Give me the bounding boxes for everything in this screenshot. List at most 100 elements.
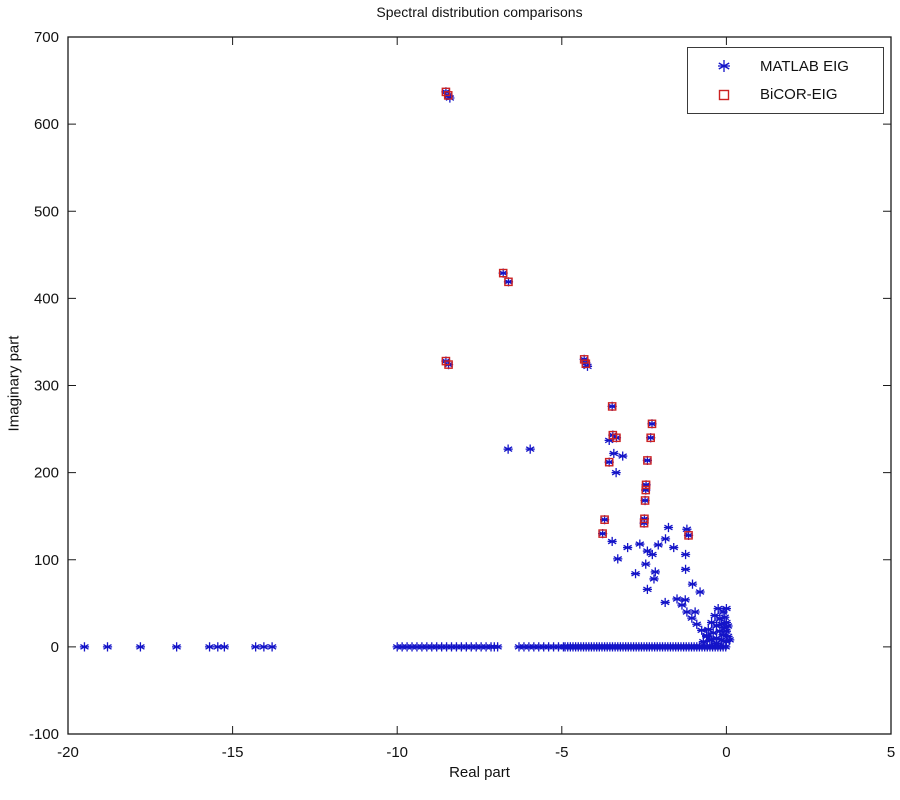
data-point xyxy=(604,457,614,467)
data-point xyxy=(607,402,617,411)
data-point xyxy=(680,564,691,574)
data-point xyxy=(721,603,731,614)
data-point xyxy=(456,642,466,652)
data-point xyxy=(466,642,476,652)
data-point xyxy=(444,360,453,369)
data-point xyxy=(716,635,727,645)
data-point xyxy=(639,518,649,528)
data-point xyxy=(437,642,447,652)
data-point xyxy=(476,642,486,652)
series-bicor-eig xyxy=(441,87,693,540)
data-point xyxy=(695,587,705,597)
data-point xyxy=(493,642,503,652)
data-point xyxy=(461,642,471,652)
data-point xyxy=(718,89,730,100)
x-tick-label: -15 xyxy=(222,744,244,761)
data-point xyxy=(498,268,508,278)
y-tick-label: 100 xyxy=(34,552,59,569)
series-matlab-eig xyxy=(79,87,735,652)
data-point xyxy=(718,607,728,617)
data-point xyxy=(514,642,524,652)
legend-item-bicor-eig: BiCOR-EIG xyxy=(688,81,883,109)
data-point xyxy=(604,435,614,445)
legend-label: BiCOR-EIG xyxy=(760,86,838,104)
data-point xyxy=(692,619,702,629)
data-point xyxy=(672,594,682,604)
data-point xyxy=(471,642,481,652)
data-point xyxy=(267,642,277,652)
data-point xyxy=(579,355,589,364)
data-point xyxy=(683,530,694,540)
data-point xyxy=(703,624,713,635)
data-point xyxy=(646,433,656,443)
data-point xyxy=(525,444,535,454)
data-point xyxy=(647,419,657,429)
data-point xyxy=(641,480,651,490)
x-tick-label: 5 xyxy=(887,744,895,761)
data-point xyxy=(639,518,649,528)
data-point xyxy=(422,642,432,652)
data-point xyxy=(715,614,725,624)
data-point xyxy=(725,635,735,645)
data-point xyxy=(600,515,609,524)
data-point xyxy=(710,610,720,621)
data-point xyxy=(445,93,455,103)
data-point xyxy=(582,361,593,371)
data-point xyxy=(702,630,712,641)
data-point xyxy=(612,433,621,443)
data-point xyxy=(579,354,589,364)
data-point xyxy=(427,642,437,652)
data-point xyxy=(604,457,614,467)
y-tick-label: -100 xyxy=(29,726,59,743)
data-point xyxy=(397,642,407,652)
data-point xyxy=(718,630,728,640)
data-point xyxy=(392,642,402,652)
data-point xyxy=(481,642,491,652)
data-point xyxy=(503,444,513,454)
y-tick-label: 0 xyxy=(51,639,59,656)
data-point xyxy=(640,495,650,506)
data-point xyxy=(642,584,652,594)
y-tick-label: 200 xyxy=(34,465,59,482)
data-point xyxy=(544,642,554,652)
data-point xyxy=(711,621,722,631)
data-point xyxy=(642,546,652,556)
data-point xyxy=(723,631,733,642)
data-point xyxy=(539,642,549,652)
legend-label: MATLAB EIG xyxy=(760,57,849,75)
chart-title: Spectral distribution comparisons xyxy=(376,4,583,20)
data-point xyxy=(716,619,727,629)
data-point xyxy=(641,485,651,495)
data-point xyxy=(498,268,508,278)
y-tick-label: 400 xyxy=(34,290,59,307)
data-point xyxy=(640,496,650,505)
data-point xyxy=(204,642,215,652)
data-point xyxy=(213,642,223,652)
data-point xyxy=(534,642,544,652)
x-tick-label: 0 xyxy=(722,744,730,761)
data-point xyxy=(711,633,722,643)
data-point xyxy=(677,600,687,610)
data-point xyxy=(618,451,628,461)
data-point xyxy=(680,595,690,605)
data-point xyxy=(647,419,657,429)
data-point xyxy=(598,529,608,539)
data-point xyxy=(698,637,708,647)
data-point xyxy=(643,456,652,465)
data-point xyxy=(721,626,731,636)
data-point xyxy=(641,559,651,569)
data-point xyxy=(609,448,619,459)
data-point xyxy=(524,642,534,652)
data-point xyxy=(660,534,671,544)
data-point xyxy=(607,536,617,547)
x-axis-label: Real part xyxy=(449,764,510,781)
data-point xyxy=(529,642,539,652)
data-point xyxy=(251,642,261,652)
data-point xyxy=(611,468,621,478)
data-point xyxy=(607,401,617,412)
data-point xyxy=(635,539,645,549)
data-point xyxy=(451,642,462,652)
data-point xyxy=(721,617,731,628)
x-tick-label: -10 xyxy=(386,744,408,761)
